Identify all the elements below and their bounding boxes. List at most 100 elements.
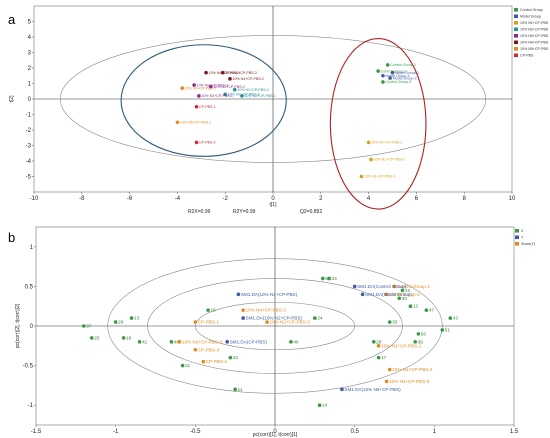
- score-plot-y-label: t[2]: [9, 95, 15, 103]
- variable-label: 18: [126, 335, 132, 340]
- score-point-label: 10% N4+CP-PBS-3: [225, 71, 256, 75]
- score-point-label: Model Group-3: [385, 74, 409, 78]
- x-tick-label: -10: [30, 196, 39, 202]
- y-tick-label: 2: [28, 66, 32, 72]
- score-point-label: 10% N5+CP-PBS-1: [180, 120, 211, 124]
- correlation-ellipse: [147, 278, 403, 374]
- hotelling-t2-ellipse: [59, 35, 487, 163]
- legend-swatch: [514, 14, 518, 19]
- score-point-label: 10% N4+CP-PBS-1: [209, 71, 240, 75]
- variable-point: [371, 340, 376, 344]
- variable-label: 11: [238, 387, 243, 392]
- score-point: [385, 63, 390, 67]
- x-tick-label: -4: [175, 196, 181, 202]
- y-tick-label: 1: [28, 82, 32, 88]
- loading-plot-panel: 5634244642211116402830223317143725261813…: [15, 226, 535, 438]
- score-y-point: [265, 320, 269, 324]
- score-point-label: 10% N5+CP-PBS-2: [185, 86, 216, 90]
- score-point-label: 10% N3+CP-PBS-3: [197, 83, 228, 87]
- score-point: [390, 70, 395, 75]
- score-point: [192, 83, 196, 87]
- variable-point: [228, 355, 233, 360]
- score-y-point: [177, 340, 182, 344]
- y-tick-label: -0.5: [23, 364, 34, 370]
- x-tick-label: 2: [319, 196, 323, 202]
- score-point-label: 10% N2+CP-PBS-1: [244, 94, 275, 98]
- variable-point: [387, 320, 392, 324]
- variable-label: 24: [317, 316, 323, 321]
- x-tick-label: 8: [463, 196, 467, 202]
- x-tick-label: 0: [271, 196, 275, 202]
- variable-label: 46: [293, 339, 299, 344]
- x-tick-label: -8: [79, 196, 85, 202]
- score-point-label: Model Group-2: [393, 76, 417, 80]
- variable-point: [321, 276, 325, 281]
- y-tick-label: 0: [28, 97, 32, 103]
- score-point: [209, 84, 213, 89]
- stat-r2y: R2Y=0.99: [233, 209, 256, 215]
- legend-swatch: [514, 21, 518, 25]
- class-label: SM1.DA(10% N5+CP-PBS): [344, 387, 401, 392]
- score-point-label: CP-PBS-2: [199, 141, 216, 145]
- score-plot-panel: Control Group-1 Control Group -2 Model Grou…: [9, 5, 549, 215]
- score-plot-legend: Control Group Model Group 10% N1+CP-PBS 10%…: [514, 8, 549, 58]
- y-tick-label: 0.5: [25, 284, 34, 290]
- variable-point: [121, 336, 126, 340]
- score-point: [221, 70, 225, 75]
- panel-label-a: a: [8, 12, 16, 27]
- y-tick-label: -3: [26, 144, 32, 150]
- score-y-label: 10% N1+CP-PBS-2: [392, 367, 433, 372]
- score-point: [381, 80, 385, 84]
- variable-point: [327, 276, 331, 281]
- x-tick-label: 0.5: [350, 429, 359, 435]
- score-y-point: [384, 379, 389, 384]
- score-point: [232, 87, 237, 92]
- variable-label: 34: [332, 276, 338, 281]
- stat-r2x: R2X=0.99: [188, 209, 211, 215]
- score-point: [359, 174, 364, 179]
- variable-point: [89, 336, 94, 340]
- class-point: [236, 292, 241, 297]
- variable-point: [129, 316, 134, 320]
- variable-label: 17: [381, 355, 387, 360]
- variable-label: 28: [376, 339, 382, 344]
- variable-point: [408, 304, 413, 309]
- score-y-point: [201, 359, 206, 364]
- x-tick-label: -1: [113, 429, 119, 435]
- legend-swatch: [514, 27, 518, 32]
- class-point: [352, 284, 357, 289]
- y-tick-label: -4: [26, 159, 32, 165]
- legend-label: Control Group: [520, 8, 543, 12]
- variable-label: 40: [174, 339, 180, 344]
- correlation-ellipse: [107, 258, 443, 394]
- score-point: [194, 104, 199, 109]
- legend-swatch: [514, 34, 518, 38]
- legend-label: 10% N2+CP-PBS: [520, 28, 549, 32]
- x-tick-label: -2: [223, 196, 229, 202]
- score-y-label: CP-PBS-1: [198, 320, 220, 325]
- score-point-label: 10% N1+CP-PBS-2: [373, 158, 404, 162]
- variable-point: [413, 340, 418, 344]
- variable-point: [416, 332, 421, 336]
- variable-point: [180, 363, 185, 368]
- variable-point: [233, 387, 237, 392]
- score-point: [376, 69, 380, 73]
- legend-label: 10% N4+CP-PBS: [520, 41, 549, 45]
- variable-label: 50: [421, 331, 427, 336]
- score-point-label: 10% N4+CP-PBS-2: [232, 77, 263, 81]
- score-point: [223, 92, 227, 97]
- y-tick-label: -1: [26, 113, 32, 119]
- variable-point: [397, 296, 402, 301]
- score-point-label: 10% N1+CP-PBS-3: [364, 175, 395, 179]
- score-y-label: CP-PBS-2: [206, 359, 228, 364]
- x-tick-label: 4: [367, 196, 371, 202]
- score-point: [204, 70, 208, 75]
- variable-label: 41: [142, 339, 148, 344]
- variable-label: 16: [211, 308, 217, 313]
- variable-point: [169, 340, 174, 344]
- legend-swatch: [514, 40, 518, 45]
- variable-label: 47: [429, 308, 435, 313]
- score-point: [369, 157, 373, 162]
- variable-point: [400, 288, 405, 293]
- score-point: [180, 86, 184, 90]
